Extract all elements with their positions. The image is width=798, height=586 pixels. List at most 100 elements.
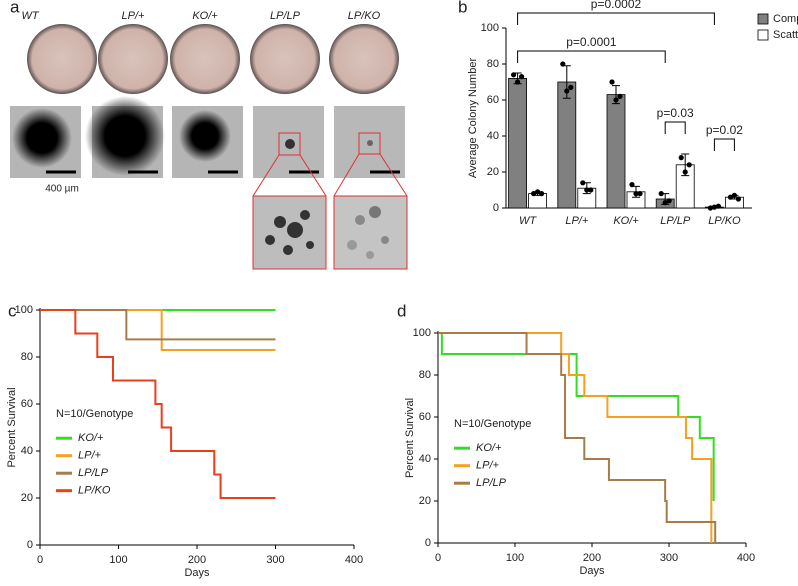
y-tick-label: 100 bbox=[15, 304, 33, 316]
x-tick-label: 300 bbox=[266, 554, 284, 566]
data-point bbox=[580, 180, 586, 186]
y-tick-label: 100 bbox=[413, 327, 431, 339]
genotype-label: LP/+ bbox=[122, 10, 146, 22]
data-point bbox=[609, 79, 615, 85]
bar bbox=[557, 81, 577, 209]
x-tick-label: 300 bbox=[660, 552, 678, 564]
y-tick-label: 80 bbox=[21, 351, 33, 363]
plate bbox=[250, 24, 320, 94]
panel-label: c bbox=[8, 301, 17, 320]
colony bbox=[179, 110, 231, 162]
data-point bbox=[510, 72, 517, 78]
data-point bbox=[629, 182, 635, 188]
y-tick-label: 0 bbox=[493, 202, 499, 214]
data-point bbox=[568, 84, 574, 90]
x-axis-label: Days bbox=[579, 565, 605, 577]
data-point bbox=[731, 192, 738, 198]
legend-label: KO/+ bbox=[78, 432, 104, 444]
data-point bbox=[633, 191, 639, 197]
x-axis-label: Days bbox=[184, 567, 210, 579]
p-value: p=0.02 bbox=[706, 123, 743, 137]
legend-label: LP/LP bbox=[78, 467, 109, 479]
data-point bbox=[666, 198, 672, 204]
y-tick-label: 80 bbox=[487, 58, 499, 70]
panel-label: a bbox=[10, 0, 20, 16]
genotype-label: LP/KO bbox=[348, 10, 381, 22]
survival-line bbox=[438, 332, 717, 543]
colony bbox=[85, 96, 165, 176]
legend-label: Scattered bbox=[773, 29, 798, 41]
y-axis-label: Percent Survival bbox=[6, 387, 18, 467]
data-point bbox=[588, 187, 594, 193]
x-tick-label: KO/+ bbox=[613, 215, 639, 227]
legend-label: LP/+ bbox=[476, 460, 500, 472]
data-point bbox=[531, 191, 537, 197]
x-tick-label: LP/+ bbox=[565, 215, 589, 227]
bar bbox=[606, 94, 626, 209]
x-tick-label: 200 bbox=[583, 552, 601, 564]
data-point bbox=[613, 97, 619, 103]
data-point bbox=[682, 169, 688, 175]
legend-swatch bbox=[757, 13, 769, 25]
data-point bbox=[678, 155, 684, 161]
x-tick-label: LP/KO bbox=[708, 215, 741, 227]
y-tick-label: 100 bbox=[481, 22, 499, 34]
annotation: N=10/Genotype bbox=[454, 418, 531, 430]
survival-line bbox=[438, 332, 713, 543]
legend-label: LP/LP bbox=[476, 477, 507, 489]
cells bbox=[265, 206, 389, 259]
x-tick-label: 400 bbox=[737, 552, 755, 564]
bracket bbox=[517, 12, 715, 25]
x-tick-label: 200 bbox=[188, 554, 206, 566]
x-tick-label: 0 bbox=[37, 554, 43, 566]
plate bbox=[170, 24, 240, 94]
data-point bbox=[735, 196, 742, 202]
data-point bbox=[715, 203, 722, 209]
data-point bbox=[584, 187, 590, 193]
y-tick-label: 60 bbox=[487, 94, 499, 106]
p-value: p=0.0001 bbox=[566, 35, 617, 49]
data-point bbox=[707, 205, 714, 211]
genotype-label: LP/LP bbox=[270, 10, 301, 22]
data-point bbox=[564, 88, 570, 94]
y-tick-label: 20 bbox=[487, 166, 499, 178]
colony bbox=[367, 140, 373, 146]
survival-line bbox=[438, 332, 715, 501]
annotation: N=10/Genotype bbox=[56, 408, 133, 420]
y-tick-label: 40 bbox=[419, 453, 431, 465]
y-tick-label: 60 bbox=[21, 398, 33, 410]
data-point bbox=[617, 93, 623, 99]
data-point bbox=[539, 191, 545, 197]
data-point bbox=[662, 200, 668, 206]
bar bbox=[508, 78, 528, 209]
y-tick-label: 40 bbox=[487, 130, 499, 142]
plate bbox=[27, 24, 97, 94]
y-tick-label: 20 bbox=[21, 492, 33, 504]
x-tick-label: LP/LP bbox=[660, 215, 691, 227]
data-point bbox=[686, 162, 692, 168]
p-value: p=0.03 bbox=[657, 106, 694, 120]
y-tick-label: 60 bbox=[419, 411, 431, 423]
y-tick-label: 20 bbox=[419, 495, 431, 507]
bracket bbox=[664, 121, 686, 134]
legend-label: Compact bbox=[773, 13, 798, 25]
data-point bbox=[515, 79, 521, 85]
data-point bbox=[560, 61, 566, 67]
data-point bbox=[535, 189, 541, 195]
bracket bbox=[713, 138, 735, 151]
colony bbox=[285, 139, 295, 149]
genotype-label: KO/+ bbox=[192, 10, 218, 22]
zoom-box bbox=[278, 132, 301, 156]
x-tick-label: 0 bbox=[435, 552, 441, 564]
colony bbox=[12, 108, 72, 168]
genotype-label: WT bbox=[21, 10, 39, 22]
y-tick-label: 0 bbox=[27, 539, 33, 551]
data-point bbox=[711, 204, 718, 210]
y-axis-label: Percent Survival bbox=[404, 398, 416, 478]
data-point bbox=[727, 194, 734, 200]
legend-label: LP/+ bbox=[78, 450, 102, 462]
plate bbox=[98, 24, 168, 94]
bracket bbox=[517, 50, 666, 63]
zoom-box bbox=[358, 132, 381, 155]
panel-label: b bbox=[458, 0, 467, 16]
